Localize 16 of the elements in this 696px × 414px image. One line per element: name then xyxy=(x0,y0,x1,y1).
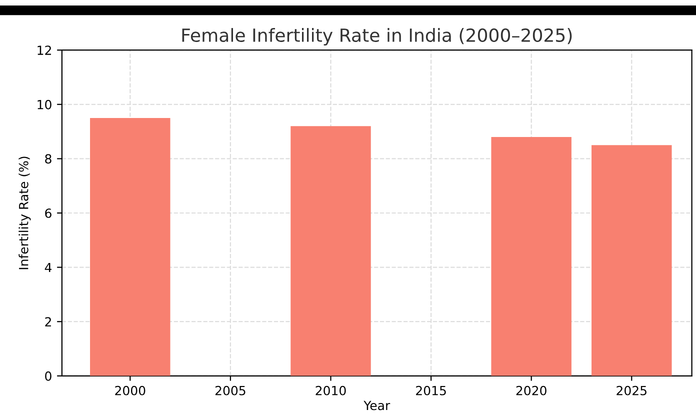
y-axis-title: Infertility Rate (%) xyxy=(18,156,31,270)
y-tick-label: 6 xyxy=(45,208,52,218)
y-tick-label: 8 xyxy=(45,154,52,164)
x-axis-title: Year xyxy=(364,400,390,410)
x-tick-label: 2010 xyxy=(316,386,346,396)
x-tick-label: 2005 xyxy=(215,386,246,396)
y-tick-label: 0 xyxy=(45,371,52,381)
y-tick-label: 10 xyxy=(38,100,52,110)
x-tick-label: 2015 xyxy=(416,386,446,396)
x-tick-label: 2020 xyxy=(516,386,546,396)
y-tick-label: 12 xyxy=(38,46,51,55)
chart-title: Female Infertility Rate in India (2000–2025) xyxy=(182,28,572,46)
x-tick-label: 2000 xyxy=(115,386,146,396)
y-tick-label: 4 xyxy=(44,262,52,272)
x-tick-label: 2025 xyxy=(616,386,646,396)
y-tick-label: 2 xyxy=(45,317,51,326)
